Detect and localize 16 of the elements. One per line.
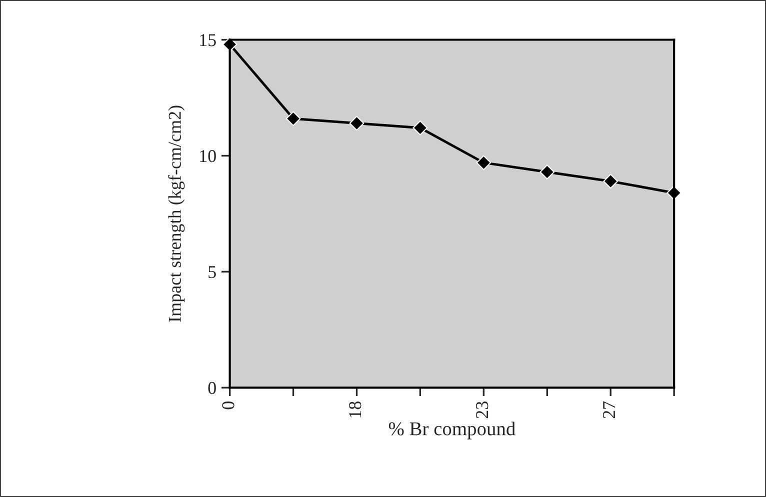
point (476, 155, 492, 170)
point (349, 116, 364, 131)
point (286, 111, 301, 126)
y-tick-label: 5 (208, 266, 216, 278)
y-tick-label: 0 (208, 382, 216, 394)
point (412, 120, 428, 136)
x-tick-label: 27 (602, 401, 615, 418)
point (540, 164, 555, 180)
x-axis-title: % Br compound (388, 422, 516, 440)
x-tick-label: 18 (349, 402, 362, 418)
point (603, 174, 618, 189)
x-tick-label: 23 (476, 402, 488, 418)
x-tick-label: 0 (222, 402, 234, 410)
y-axis-title: Impact strength (kgf-cm/cm2) (168, 106, 185, 322)
y-tick-label: 10 (200, 150, 216, 162)
y-tick-label: 15 (200, 34, 216, 46)
